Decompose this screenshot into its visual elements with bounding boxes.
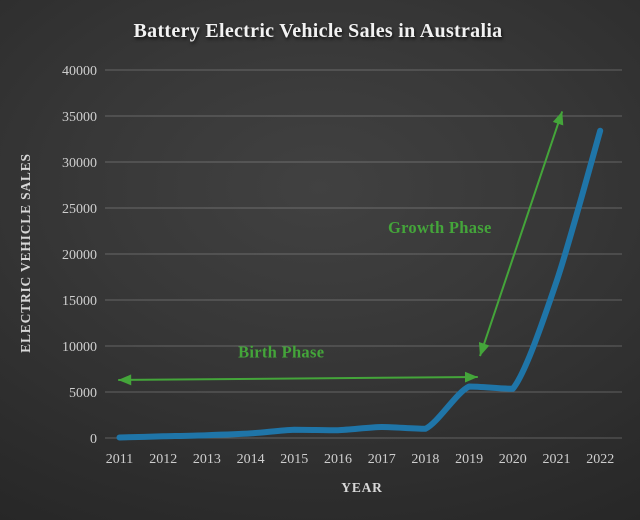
chart-title: Battery Electric Vehicle Sales in Austra… [134, 20, 503, 42]
y-tick-label: 0 [90, 432, 97, 447]
x-tick-label: 2018 [411, 452, 439, 467]
x-tick-label: 2012 [149, 452, 177, 467]
y-tick-label: 25000 [62, 202, 97, 217]
annotation-arrow-birth-phase [118, 371, 478, 386]
x-tick-label: 2020 [499, 452, 527, 467]
annotation-label-birth-phase: Birth Phase [238, 343, 324, 362]
x-tick-label: 2011 [106, 452, 133, 467]
x-axis-title: YEAR [341, 480, 382, 495]
y-axis-title: ELECTRIC VEHICLE SALES [18, 153, 33, 353]
series-line-bev-sales [116, 127, 604, 441]
y-tick-label: 35000 [62, 110, 97, 125]
x-tick-label: 2017 [368, 452, 396, 467]
y-tick-label: 30000 [62, 156, 97, 171]
y-axis-tick-labels: 0 5000 10000 15000 20000 25000 30000 35000 40000 [62, 64, 97, 447]
x-tick-label: 2019 [455, 452, 483, 467]
annotations: Birth Phase Growth Phase [118, 111, 564, 386]
x-tick-label: 2016 [324, 452, 352, 467]
x-tick-label: 2013 [193, 452, 221, 467]
y-tick-label: 5000 [69, 386, 97, 401]
annotation-label-growth-phase: Growth Phase [388, 218, 492, 237]
x-tick-label: 2021 [543, 452, 571, 467]
annotation-arrow-growth-phase [478, 111, 564, 357]
gridlines [105, 69, 622, 439]
x-axis-tick-labels: 2011 2012 2013 2014 2015 2016 2017 2018 2019 2020… [106, 452, 614, 467]
x-tick-label: 2022 [586, 452, 614, 467]
y-tick-label: 20000 [62, 248, 97, 263]
x-tick-label: 2015 [280, 452, 308, 467]
y-tick-label: 10000 [62, 340, 97, 355]
y-tick-label: 15000 [62, 294, 97, 309]
y-tick-label: 40000 [62, 64, 97, 79]
x-tick-label: 2014 [237, 452, 265, 467]
